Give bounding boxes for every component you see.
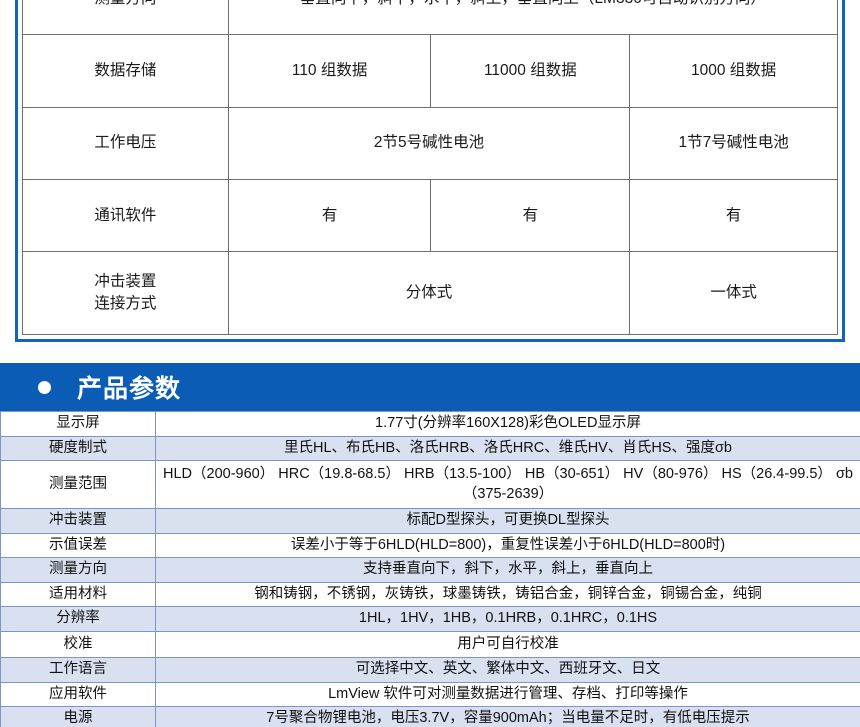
section-header-band: 产品参数: [0, 363, 860, 411]
table-row: 工作电压 2节5号碱性电池 1节7号碱性电池: [22, 106, 838, 181]
table-row: 校准 用户可自行校准: [0, 630, 860, 658]
upper-row-1-label: 测量方向: [22, 0, 229, 36]
table-row: 电源 7号聚合物锂电池，电压3.7V，容量900mAh；当电量不足时，有低电压提…: [0, 706, 860, 727]
comparison-table-body: 蓝牙打印 无 有 有 测量方向 垂直向下，斜下，水平，斜上，垂直向上（LM330…: [22, 0, 839, 335]
spec-row-10-value: LmView 软件可对测量数据进行管理、存档、打印等操作: [155, 681, 860, 708]
upper-row-4-label: 通讯软件: [22, 179, 229, 253]
spec-row-9-value: 可选择中文、英文、繁体中文、西班牙文、日文: [155, 656, 860, 683]
spec-row-3-value: 标配D型探头，可更换DL型探头: [155, 508, 860, 534]
table-row: 硬度制式 里氏HL、布氏HB、洛氏HRB、洛氏HRC、维氏HV、肖氏HS、强度σ…: [0, 435, 860, 462]
spec-table-wrap: 显示屏 1.77寸(分辨率160X128)彩色OLED显示屏 硬度制式 里氏HL…: [0, 411, 860, 727]
table-row: 测量方向 垂直向下，斜下，水平，斜上，垂直向上（LM330可自动识别方向）: [22, 0, 839, 36]
upper-row-5-col3: 一体式: [629, 251, 838, 335]
upper-row-1-merged: 垂直向下，斜下，水平，斜上，垂直向上（LM330可自动识别方向）: [227, 0, 839, 36]
spec-row-2-value: HLD（200-960） HRC（19.8-68.5） HRB（13.5-100…: [155, 460, 860, 510]
spec-row-0-value: 1.77寸(分辨率160X128)彩色OLED显示屏: [155, 411, 860, 437]
comparison-table-frame: 蓝牙打印 无 有 有 测量方向 垂直向下，斜下，水平，斜上，垂直向上（LM330…: [15, 0, 845, 342]
spec-row-5-key: 测量方向: [0, 557, 156, 583]
table-row: 数据存储 110 组数据 11000 组数据 1000 组数据: [22, 34, 838, 108]
upper-row-3-label: 工作电压: [22, 106, 229, 181]
spec-row-6-key: 适用材料: [0, 581, 156, 608]
upper-row-2-label: 数据存储: [22, 34, 229, 108]
table-row: 工作语言 可选择中文、英文、繁体中文、西班牙文、日文: [0, 656, 860, 683]
table-row: 通讯软件 有 有 有: [22, 179, 838, 253]
upper-row-5-merged: 分体式: [227, 251, 631, 335]
spec-row-4-value: 误差小于等于6HLD(HLD=800)，重复性误差小于6HLD(HLD=800时…: [155, 532, 860, 559]
table-row: 示值误差 误差小于等于6HLD(HLD=800)，重复性误差小于6HLD(HLD…: [0, 532, 860, 559]
table-row: 应用软件 LmView 软件可对测量数据进行管理、存档、打印等操作: [0, 681, 860, 708]
section-title: 产品参数: [77, 375, 182, 403]
comparison-table: 蓝牙打印 无 有 有 测量方向 垂直向下，斜下，水平，斜上，垂直向上（LM330…: [22, 0, 839, 335]
upper-row-3-merged: 2节5号碱性电池: [227, 106, 631, 181]
table-row: 分辨率 1HL，1HV，1HB，0.1HRB，0.1HRC，0.1HS: [0, 606, 860, 632]
spec-row-3-key: 冲击装置: [0, 508, 156, 534]
upper-row-5-label-line1: 冲击装置: [94, 272, 157, 290]
spec-row-8-value: 用户可自行校准: [155, 630, 860, 658]
spec-row-11-value: 7号聚合物锂电池，电压3.7V，容量900mAh；当电量不足时，有低电压提示: [155, 706, 860, 727]
spec-row-0-key: 显示屏: [0, 411, 156, 437]
bullet-icon: [38, 380, 51, 394]
spec-row-2-key: 测量范围: [0, 460, 156, 510]
upper-row-4-col1: 有: [227, 179, 432, 253]
table-row: 冲击装置 标配D型探头，可更换DL型探头: [0, 508, 860, 534]
spec-row-6-value: 钢和铸钢，不锈钢，灰铸铁，球墨铸铁，铸铝合金，铜锌合金，铜锡合金，纯铜: [155, 581, 860, 608]
table-row: 显示屏 1.77寸(分辨率160X128)彩色OLED显示屏: [0, 411, 860, 437]
spec-row-1-key: 硬度制式: [0, 435, 156, 462]
spec-row-9-key: 工作语言: [0, 656, 156, 683]
table-row: 测量方向 支持垂直向下，斜下，水平，斜上，垂直向上: [0, 557, 860, 583]
table-row: 测量范围 HLD（200-960） HRC（19.8-68.5） HRB（13.…: [0, 460, 860, 510]
spec-row-8-key: 校准: [0, 630, 156, 658]
table-row: 冲击装置 连接方式 分体式 一体式: [22, 251, 838, 335]
upper-row-3-col3: 1节7号碱性电池: [629, 106, 838, 181]
spec-row-5-value: 支持垂直向下，斜下，水平，斜上，垂直向上: [155, 557, 860, 583]
spec-row-10-key: 应用软件: [0, 681, 156, 708]
upper-row-2-col1: 110 组数据: [227, 34, 432, 108]
upper-row-5-label-line2: 连接方式: [94, 295, 157, 313]
table-row: 适用材料 钢和铸钢，不锈钢，灰铸铁，球墨铸铁，铸铝合金，铜锌合金，铜锡合金，纯铜: [0, 581, 860, 608]
spec-row-11-key: 电源: [0, 706, 156, 727]
upper-row-2-col2: 11000 组数据: [430, 34, 631, 108]
spec-row-7-key: 分辨率: [0, 606, 156, 632]
spec-table-body: 显示屏 1.77寸(分辨率160X128)彩色OLED显示屏 硬度制式 里氏HL…: [0, 411, 860, 727]
upper-row-2-col3: 1000 组数据: [629, 34, 838, 108]
spec-row-1-value: 里氏HL、布氏HB、洛氏HRB、洛氏HRC、维氏HV、肖氏HS、强度σb: [155, 435, 860, 462]
upper-row-4-col2: 有: [430, 179, 631, 253]
upper-row-4-col3: 有: [629, 179, 838, 253]
spec-row-7-value: 1HL，1HV，1HB，0.1HRB，0.1HRC，0.1HS: [155, 606, 860, 632]
spec-row-4-key: 示值误差: [0, 532, 156, 559]
spec-table: 显示屏 1.77寸(分辨率160X128)彩色OLED显示屏 硬度制式 里氏HL…: [0, 411, 860, 727]
upper-row-5-label: 冲击装置 连接方式: [22, 251, 229, 335]
